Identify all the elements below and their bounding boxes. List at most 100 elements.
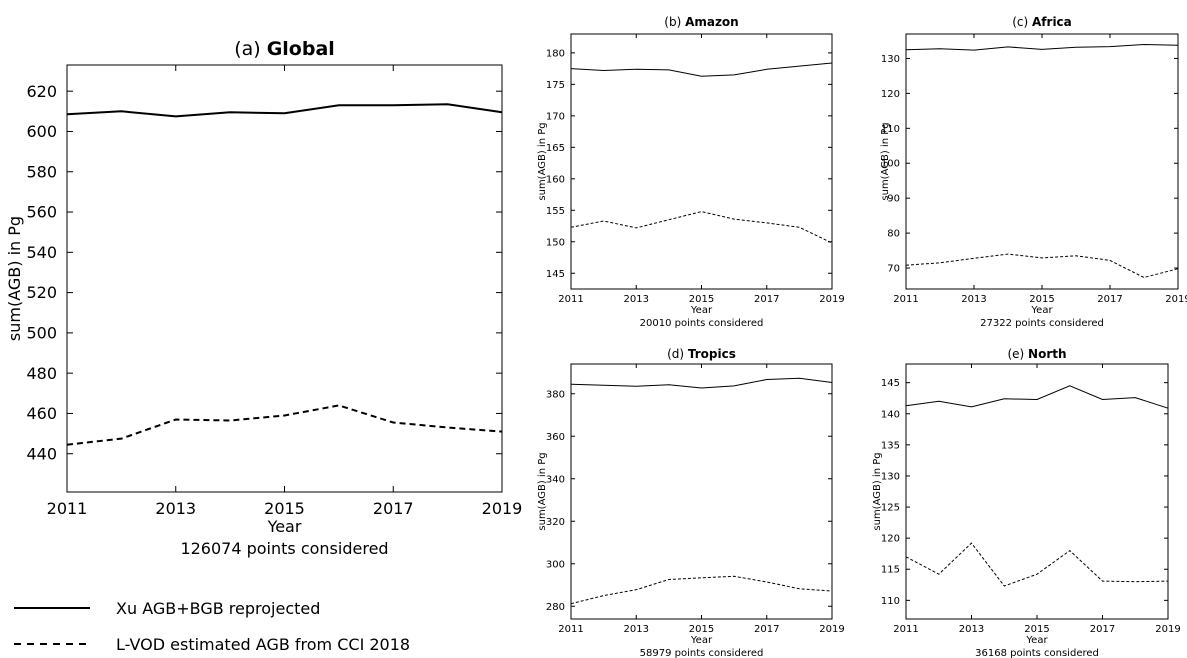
- series-line-lvod: [66, 404, 503, 446]
- x-tick-label: 2019: [1155, 624, 1180, 635]
- y-tick-label: 340: [546, 474, 565, 485]
- panel-title-prefix: (e): [1007, 347, 1028, 361]
- x-tick-label: 2017: [373, 499, 414, 518]
- axes-frame: [66, 64, 503, 493]
- points-considered-note: 36168 points considered: [975, 648, 1099, 658]
- panel-title-name: Amazon: [685, 15, 739, 29]
- y-tick-label: 540: [26, 243, 57, 262]
- panel-title-name: Africa: [1032, 15, 1072, 29]
- y-tick-label: 380: [546, 389, 565, 400]
- y-tick-label: 480: [26, 364, 57, 383]
- legend-label-lvod: L-VOD estimated AGB from CCI 2018: [116, 635, 410, 654]
- y-tick-label: 140: [881, 409, 900, 420]
- points-considered-note: 126074 points considered: [180, 539, 388, 558]
- y-tick-label: 120: [881, 89, 900, 100]
- y-tick-label: 320: [546, 517, 565, 528]
- x-tick-label: 2013: [624, 624, 649, 635]
- y-tick-label: 125: [881, 503, 900, 514]
- x-tick-label: 2015: [689, 624, 714, 635]
- panel-title-name: North: [1028, 347, 1066, 361]
- y-tick-label: 145: [546, 269, 565, 280]
- y-tick-label: 70: [887, 264, 900, 275]
- x-axis-label: Year: [1030, 305, 1053, 316]
- panel-title-prefix: (a): [234, 38, 267, 60]
- panel-title-prefix: (d): [667, 347, 688, 361]
- y-tick-label: 80: [887, 229, 900, 240]
- legend-label-xu: Xu AGB+BGB reprojected: [116, 599, 320, 618]
- series-line-xu: [66, 103, 503, 118]
- x-tick-label: 2015: [264, 499, 305, 518]
- y-tick-label: 620: [26, 82, 57, 101]
- y-tick-label: 160: [546, 174, 565, 185]
- panel-title: (a) Global: [234, 38, 335, 60]
- panel-north: 110 115 120 125 130 135 140 145 2011 2013 2015 2017…: [872, 347, 1181, 658]
- panel-title: (b) Amazon: [664, 15, 738, 29]
- x-axis-label: Year: [690, 305, 713, 316]
- y-tick-label: 110: [881, 124, 900, 135]
- x-tick-label: 2013: [961, 294, 986, 305]
- panel-title: (d) Tropics: [667, 347, 736, 361]
- y-tick-label: 360: [546, 432, 565, 443]
- panel-africa: 70 80 90 100 110 120 130 2011 2013 2015 2017 2019 (c…: [880, 15, 1187, 329]
- y-tick-label: 280: [546, 602, 565, 613]
- series-line-xu: [905, 385, 1169, 409]
- series-line-lvod: [905, 542, 1169, 587]
- x-axis-label: Year: [1025, 635, 1048, 646]
- y-tick-label: 120: [881, 534, 900, 545]
- x-axis-label: Year: [690, 635, 713, 646]
- series-line-xu: [570, 62, 833, 77]
- y-tick-label: 300: [546, 559, 565, 570]
- y-axis-label: sum(AGB) in Pg: [872, 452, 883, 530]
- y-tick-label: 145: [881, 378, 900, 389]
- x-tick-label: 2015: [1029, 294, 1054, 305]
- panel-global: 440 460 480 500 520 540 560 580 600 620 2011 2013 20…: [5, 38, 522, 558]
- points-considered-note: 58979 points considered: [640, 648, 764, 658]
- panel-title-prefix: (c): [1012, 15, 1032, 29]
- y-tick-label: 460: [26, 404, 57, 423]
- y-tick-label: 155: [546, 206, 565, 217]
- x-tick-label: 2013: [155, 499, 196, 518]
- x-tick-label: 2011: [893, 624, 918, 635]
- x-tick-label: 2011: [893, 294, 918, 305]
- x-tick-label: 2019: [1165, 294, 1187, 305]
- legend: Xu AGB+BGB reprojected L-VOD estimated A…: [14, 599, 410, 654]
- y-tick-label: 90: [887, 194, 900, 205]
- points-considered-note: 27322 points considered: [980, 318, 1104, 329]
- series-line-lvod: [570, 211, 833, 244]
- series-line-lvod: [905, 253, 1179, 279]
- y-tick-label: 135: [881, 440, 900, 451]
- x-axis-label: Year: [267, 517, 302, 536]
- x-tick-label: 2017: [1097, 294, 1122, 305]
- y-tick-label: 165: [546, 143, 565, 154]
- y-axis-label: sum(AGB) in Pg: [537, 452, 548, 530]
- panel-amazon: 145 150 155 160 165 170 175 180 2011 2013 2015 2017…: [537, 15, 845, 329]
- y-tick-label: 130: [881, 471, 900, 482]
- panel-tropics: 280 300 320 340 360 380 2011 2013 2015 2017 2019 (d…: [537, 347, 845, 658]
- axes-frame: [570, 33, 833, 290]
- axes-frame: [905, 33, 1179, 290]
- x-tick-label: 2011: [47, 499, 88, 518]
- y-tick-label: 175: [546, 80, 565, 91]
- y-tick-label: 180: [546, 48, 565, 59]
- series-line-xu: [905, 43, 1179, 51]
- x-tick-label: 2019: [819, 624, 844, 635]
- series-line-xu: [570, 377, 833, 389]
- y-tick-label: 115: [881, 565, 900, 576]
- x-tick-label: 2019: [482, 499, 523, 518]
- y-tick-label: 500: [26, 323, 57, 342]
- x-tick-label: 2013: [959, 624, 984, 635]
- y-tick-label: 130: [881, 54, 900, 65]
- y-axis-label: sum(AGB) in Pg: [5, 216, 24, 341]
- x-tick-label: 2019: [819, 294, 844, 305]
- y-tick-label: 580: [26, 162, 57, 181]
- points-considered-note: 20010 points considered: [640, 318, 764, 329]
- y-tick-label: 560: [26, 203, 57, 222]
- x-tick-label: 2011: [558, 294, 583, 305]
- axes-frame: [570, 363, 833, 620]
- y-tick-label: 170: [546, 111, 565, 122]
- y-axis-label: sum(AGB) in Pg: [880, 122, 891, 200]
- series-line-lvod: [570, 575, 833, 605]
- panel-title-name: Global: [267, 38, 335, 60]
- x-tick-label: 2017: [1090, 624, 1115, 635]
